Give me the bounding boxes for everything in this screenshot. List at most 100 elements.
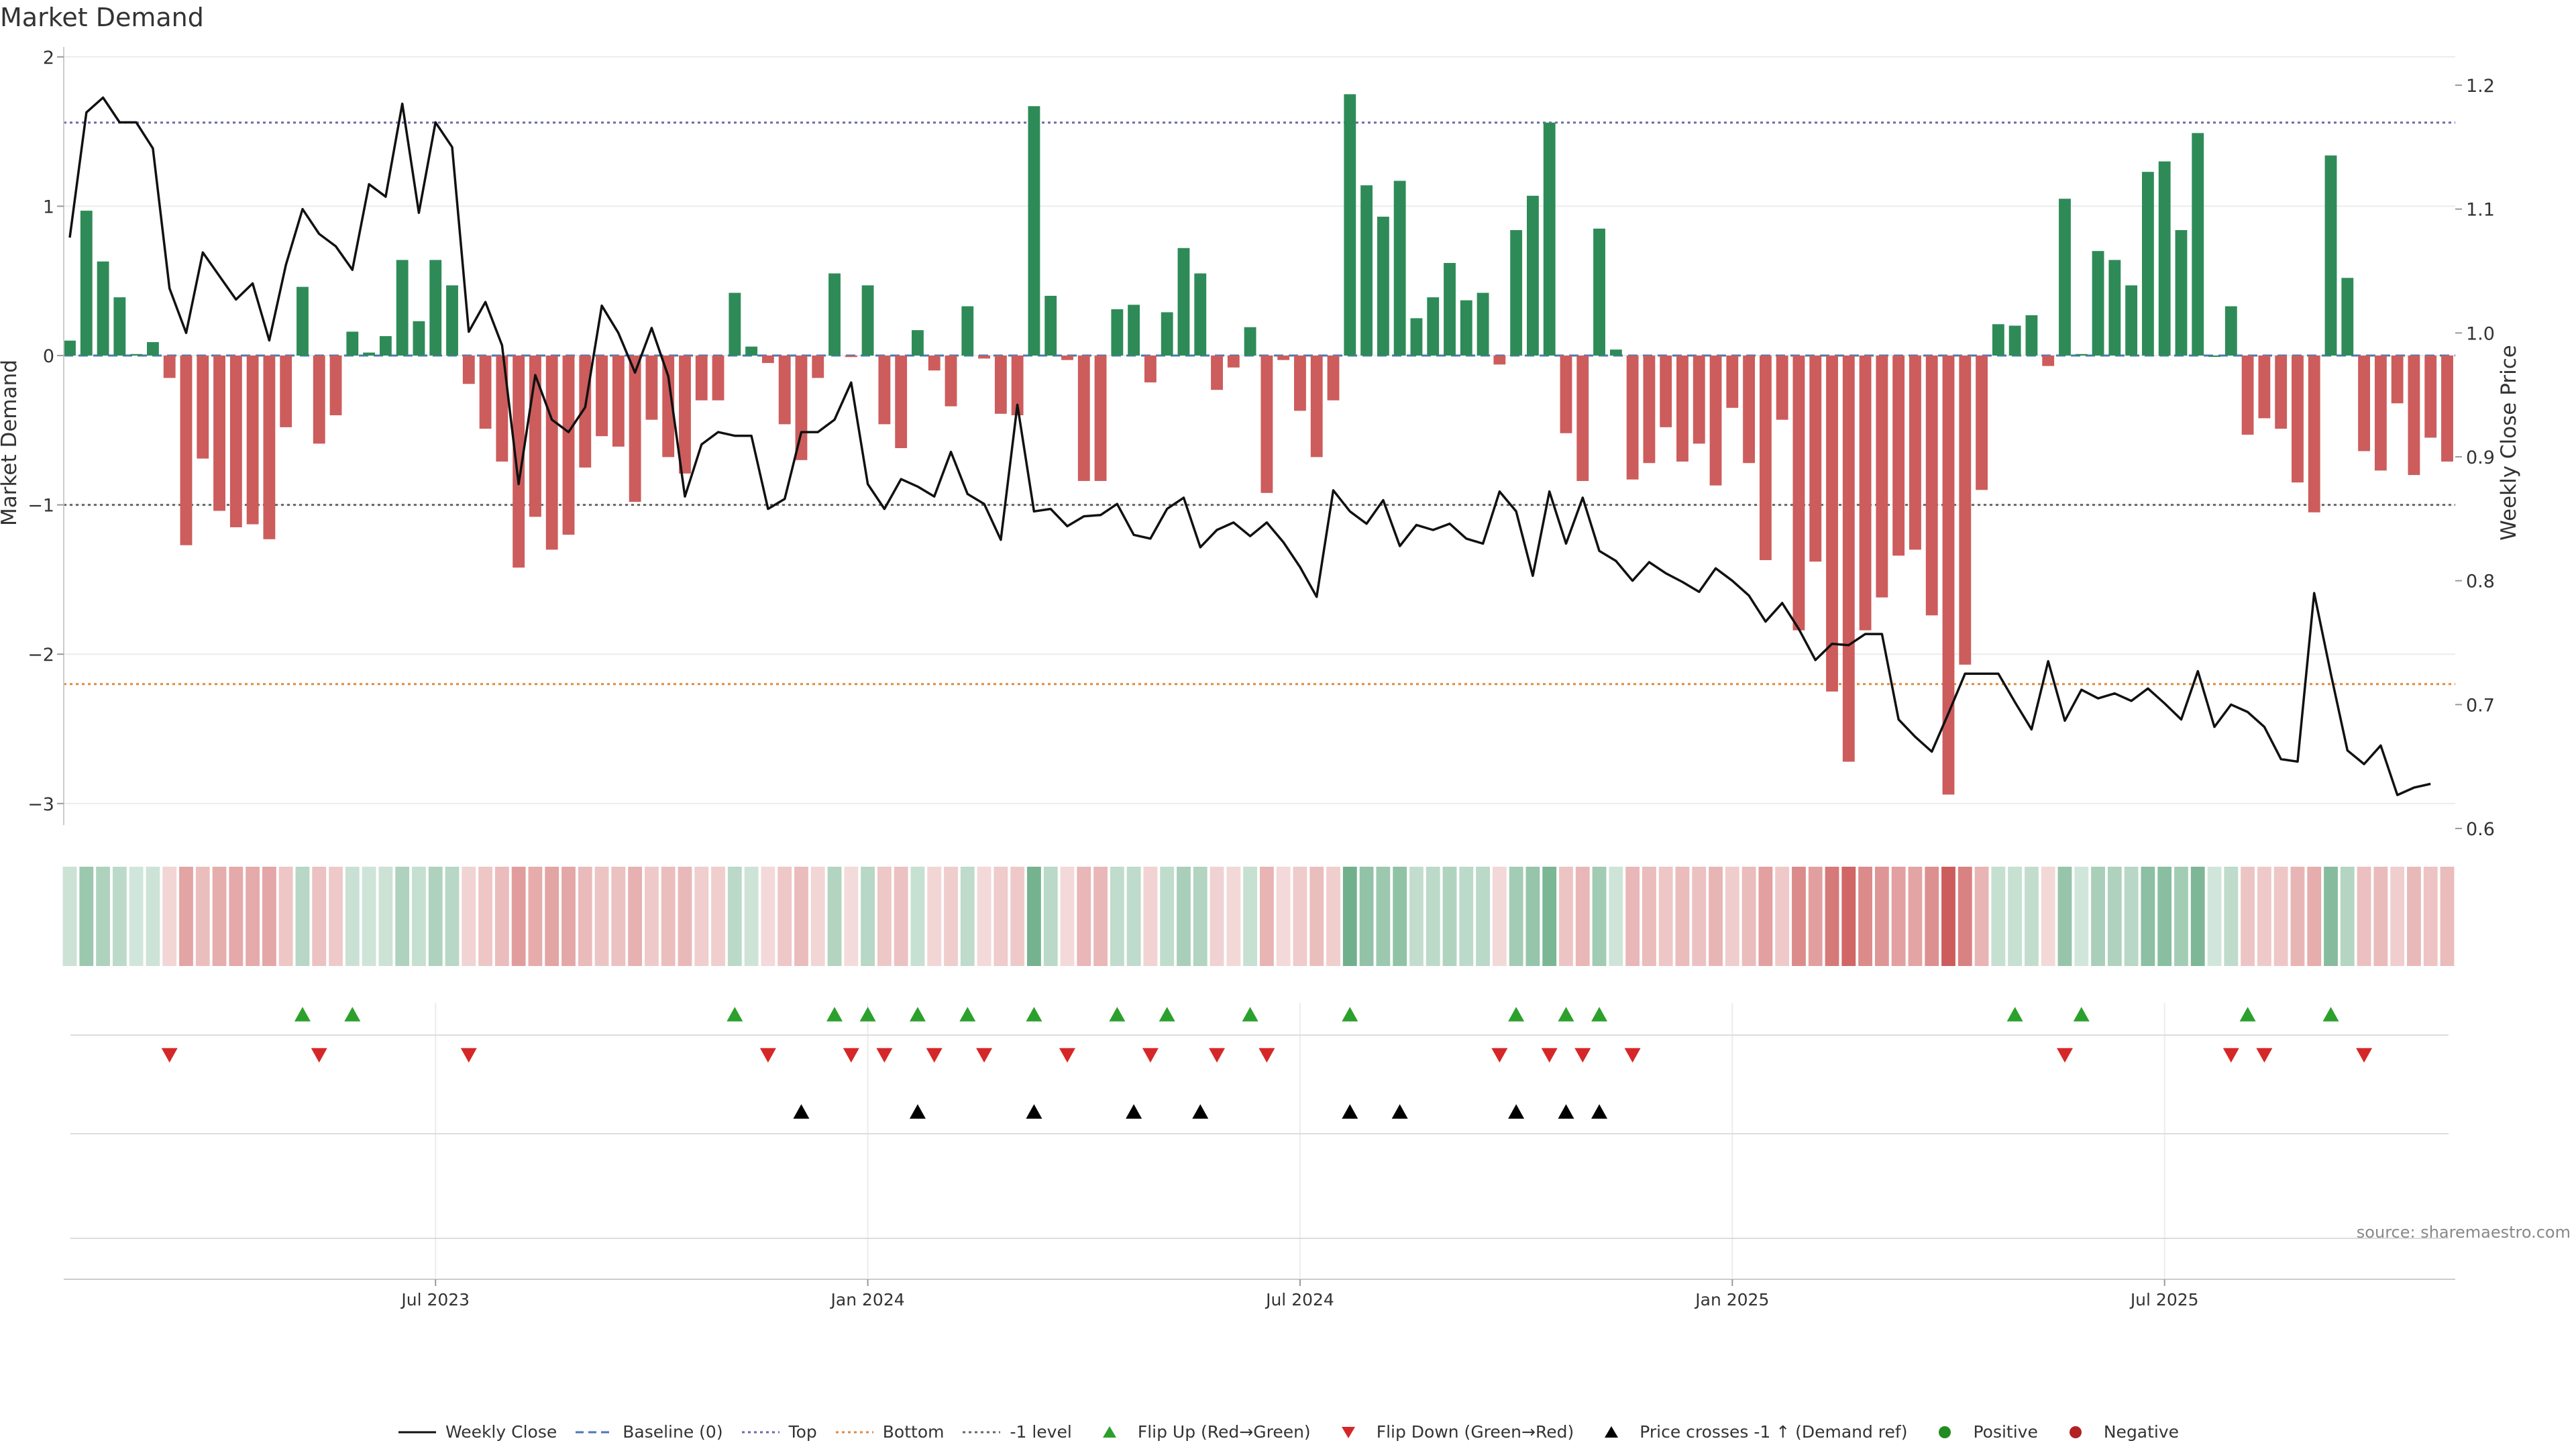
demand-bar (363, 352, 376, 356)
flip-up-marker (1591, 1007, 1608, 1022)
flip-down-marker (2256, 1048, 2273, 1063)
demand-bar (97, 261, 109, 356)
heat-cell (1725, 867, 1739, 966)
y-tick-right-label: 1.1 (2466, 200, 2495, 221)
heat-cell (345, 867, 360, 966)
flip-up-marker (826, 1007, 843, 1022)
demand-bar (396, 260, 409, 356)
heat-cell (661, 867, 676, 966)
demand-bar (1676, 356, 1688, 462)
demand-bar (596, 356, 608, 437)
demand-bar (545, 356, 558, 550)
heat-cell (545, 867, 559, 966)
demand-bar (1527, 195, 1539, 356)
demand-bar (1493, 356, 1506, 365)
heat-cell (112, 867, 127, 966)
heat-cell (195, 867, 210, 966)
heat-cell (2124, 867, 2139, 966)
demand-bar (2092, 251, 2104, 356)
legend-label: -1 level (1010, 1422, 1072, 1442)
heat-cell (378, 867, 393, 966)
flip-down-marker (1491, 1048, 1508, 1063)
heat-cell (146, 867, 160, 966)
heat-cell (179, 867, 193, 966)
heat-cell (1077, 867, 1091, 966)
flip-down-marker (1574, 1048, 1591, 1063)
heat-cell (1043, 867, 1058, 966)
y-tick-left-label: −3 (28, 794, 54, 815)
demand-bar (1077, 356, 1090, 481)
heat-cell (1243, 867, 1258, 966)
heat-cell (1775, 867, 1790, 966)
heat-cell (611, 867, 626, 966)
demand-bar (2192, 133, 2204, 356)
heat-cell (1359, 867, 1374, 966)
heat-cell (2190, 867, 2205, 966)
demand-bar (513, 356, 525, 568)
legend-item: Top (741, 1422, 817, 1442)
demand-bar (2358, 356, 2371, 451)
heat-cell (1010, 867, 1025, 966)
heat-cell (162, 867, 177, 966)
demand-bar (1011, 356, 1024, 416)
demand-bar (845, 356, 857, 358)
heat-cell (1126, 867, 1141, 966)
demand-bar (1227, 356, 1240, 368)
heat-cell (2141, 867, 2155, 966)
heat-cell (1825, 867, 1839, 966)
heat-cell (2373, 867, 2388, 966)
demand-bar (2141, 172, 2154, 356)
weekly-close-line-layer (68, 96, 2431, 796)
heat-cell (1226, 867, 1241, 966)
flip-up-marker (1242, 1007, 1258, 1022)
heat-cell (1309, 867, 1324, 966)
demand-bar (2125, 285, 2138, 356)
price-cross-marker (793, 1104, 810, 1119)
legend-swatch-icon (1341, 1426, 1355, 1438)
flip-down-marker (1541, 1048, 1558, 1063)
demand-bar (1992, 324, 2004, 356)
demand-bar (1576, 356, 1589, 481)
heat-cell (1409, 867, 1424, 966)
flip-down-marker (843, 1048, 859, 1063)
heat-cell (511, 867, 526, 966)
price-cross-marker (1192, 1104, 1209, 1119)
flip-up-marker (1109, 1007, 1126, 1022)
heat-cell (2290, 867, 2305, 966)
demand-bar (197, 356, 209, 459)
demand-bar (1660, 356, 1672, 427)
demand-bar (280, 356, 292, 427)
demand-bar (2374, 356, 2387, 471)
heat-cell (1442, 867, 1457, 966)
legend-swatch-icon (576, 1431, 614, 1433)
demand-bar (2275, 356, 2288, 429)
heat-cell (1210, 867, 1224, 966)
demand-bar (1327, 356, 1340, 400)
heat-cell (977, 867, 991, 966)
heat-cell (1625, 867, 1640, 966)
heat-cell (2041, 867, 2055, 966)
heat-cell (2057, 867, 2072, 966)
demand-bar (1161, 312, 1173, 356)
demand-bar (1128, 305, 1140, 356)
heat-cell (428, 867, 443, 966)
heat-cell (561, 867, 576, 966)
flip-up-marker (2239, 1007, 2256, 1022)
flip-down-marker (976, 1048, 993, 1063)
demand-bar (1410, 318, 1423, 356)
legend-item: -1 level (961, 1422, 1072, 1442)
heat-cell (2174, 867, 2188, 966)
legend-label: Baseline (0) (623, 1422, 723, 1442)
heat-cell (1143, 867, 1158, 966)
y-tick-left-label: −2 (28, 645, 54, 665)
flip-down-marker (1059, 1048, 1075, 1063)
demand-bar (2292, 356, 2304, 483)
y-axis-left-label: Market Demand (0, 360, 21, 526)
demand-bar (679, 356, 691, 474)
grid-layer (64, 56, 2455, 1278)
legend-item: Flip Down (Green→Red) (1328, 1422, 1574, 1442)
demand-bar (2391, 356, 2404, 404)
heat-cell (744, 867, 759, 966)
heat-cell (1160, 867, 1175, 966)
heat-cell (1509, 867, 1523, 966)
